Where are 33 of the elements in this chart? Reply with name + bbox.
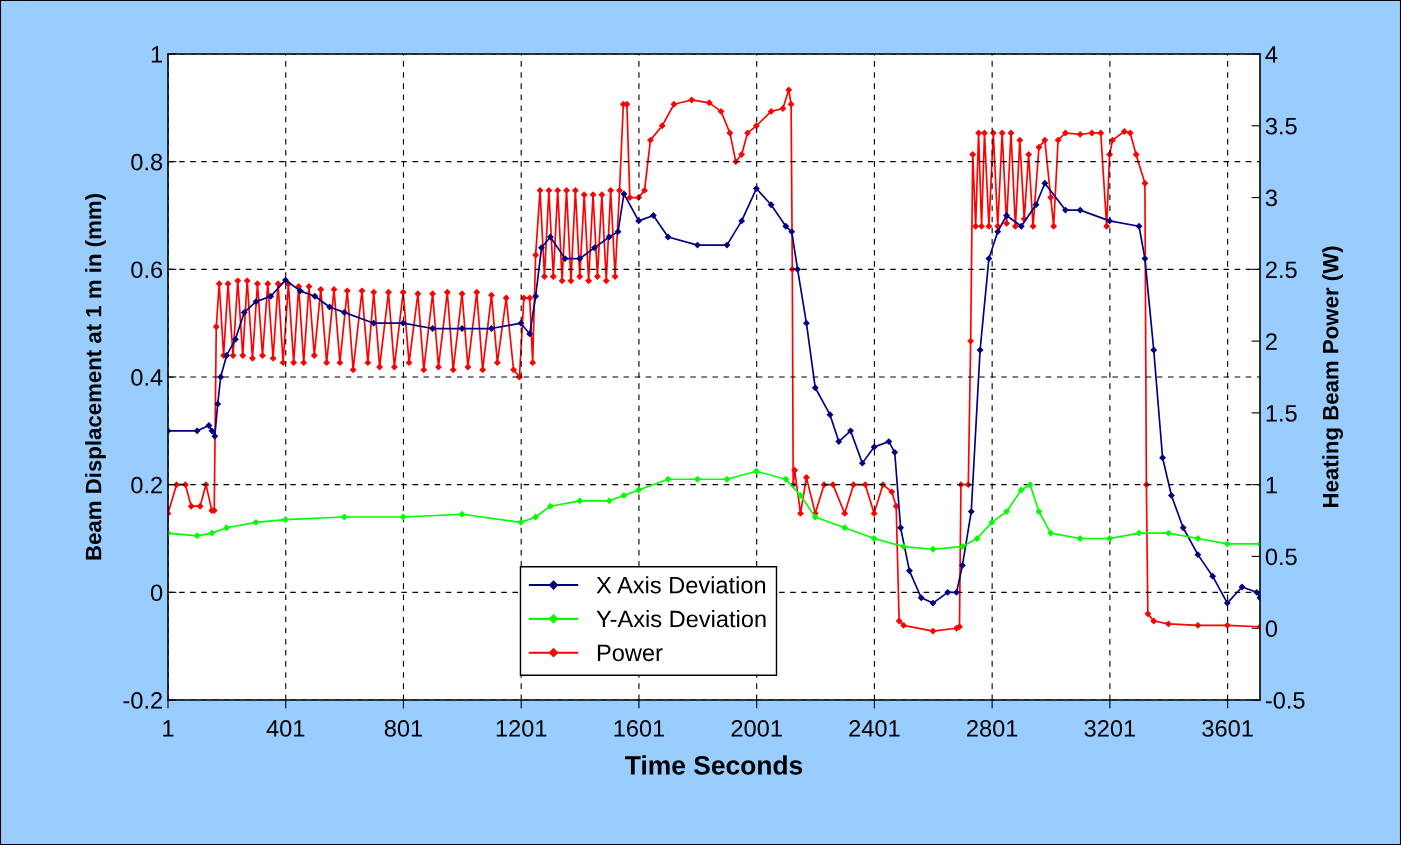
legend-label: Y-Axis Deviation (596, 610, 766, 628)
y-tick-label: 1 (151, 46, 162, 63)
y2-tick-label: 0.5 (1265, 548, 1297, 566)
y2-tick-label: 2.5 (1266, 261, 1297, 279)
x-tick-label: 2001 (731, 720, 782, 737)
x-tick-label: 1201 (496, 720, 547, 737)
y2-tick-label: 0 (1265, 620, 1278, 638)
x-tick-label: 1601 (614, 720, 665, 737)
y-tick-label: 0 (150, 584, 163, 602)
x-axis-title: Time Seconds (625, 755, 803, 775)
y-tick-label: -0.2 (123, 692, 162, 709)
y-tick-label: 0.6 (131, 261, 163, 279)
legend-label: Power (597, 644, 663, 662)
x-tick-label: 3201 (1084, 720, 1135, 737)
x-tick-label: 2801 (967, 720, 1018, 737)
y-axis-title: Beam Displacement at 1 m in (mm) (85, 194, 106, 560)
y2-tick-label: 2 (1266, 333, 1277, 350)
y2-tick-label: 3.5 (1265, 117, 1297, 135)
y2-tick-label: 3 (1265, 189, 1277, 207)
x-tick-label: 3601 (1202, 720, 1253, 737)
y2-tick-label: 1 (1266, 476, 1277, 494)
legend-label: X Axis Deviation (596, 576, 766, 594)
y2-tick-label: 1.5 (1266, 405, 1297, 422)
y-tick-label: 0.2 (131, 476, 162, 494)
x-tick-label: 2401 (849, 720, 900, 737)
y-tick-label: 0.4 (131, 369, 163, 386)
y-tick-label: 0.8 (131, 153, 163, 171)
y2-axis-title: Heating Beam Power (W) (1322, 246, 1344, 508)
x-tick-label: 401 (266, 720, 305, 737)
x-tick-label: 801 (384, 720, 423, 737)
x-tick-label: 1 (163, 720, 174, 737)
y2-tick-label: -0.5 (1265, 692, 1305, 709)
y2-tick-label: 4 (1265, 46, 1278, 63)
